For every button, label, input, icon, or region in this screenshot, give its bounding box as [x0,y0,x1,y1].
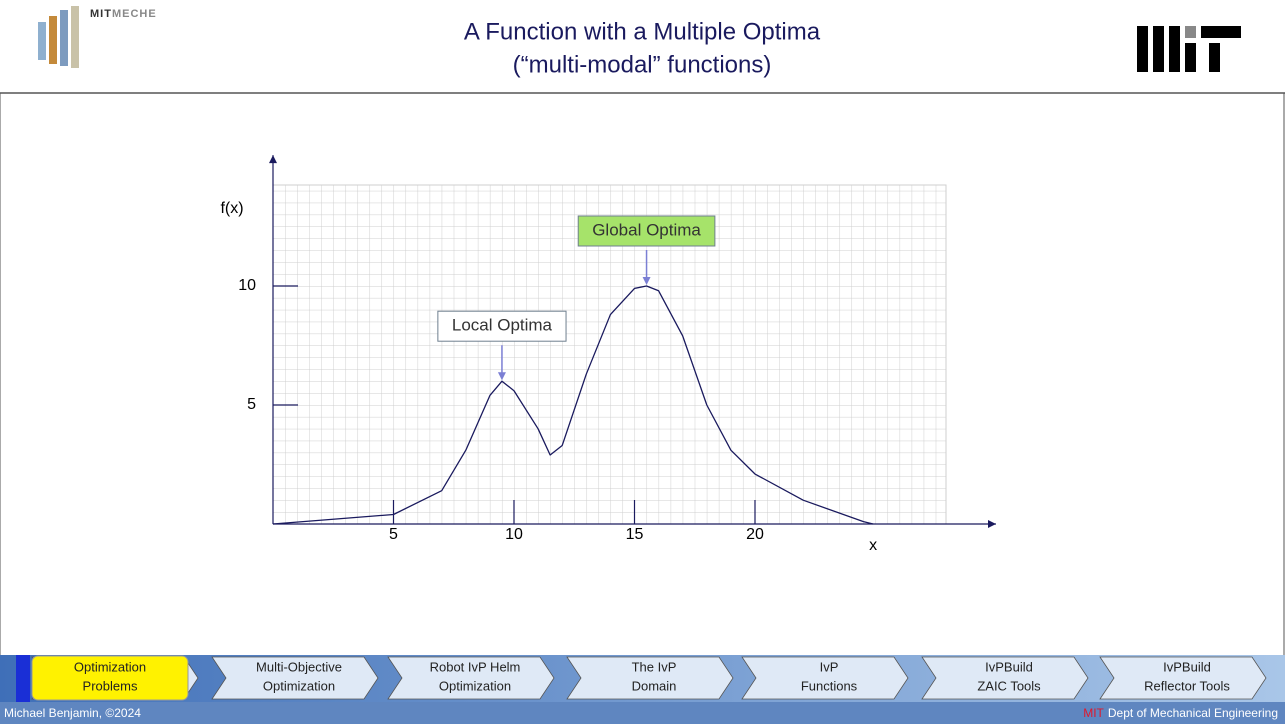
nav-label: IvPBuild [985,659,1033,674]
footer-dept: Dept of Mechanical Engineering [1108,706,1278,720]
nav-label: IvP [820,659,839,674]
nav-label: Problems [83,678,138,693]
nav-label: Reflector Tools [1144,678,1230,693]
x-tick-label: 20 [746,526,764,543]
nav-item[interactable]: Optimization Problems [32,656,198,700]
slide: MITMECHE A Function with a Multiple Opti… [0,0,1285,724]
y-tick-label: 10 [238,277,256,294]
nav-label: IvPBuild [1163,659,1211,674]
logo-text: MITMECHE [90,8,157,20]
nav-label: Optimization [439,678,511,693]
x-tick-label: 15 [626,526,644,543]
logo: MITMECHE [38,6,157,68]
nav-label: The IvP [632,659,677,674]
nav-label: Functions [801,678,858,693]
nav-item[interactable]: IvPBuild Reflector Tools [1100,657,1266,699]
nav-item[interactable]: Robot IvP Helm Optimization [388,657,554,699]
x-tick-label: 5 [389,526,398,543]
annotation-text: Global Optima [592,220,701,239]
nav-marker [16,655,30,702]
y-tick-label: 5 [247,396,256,413]
title-line: (“multi-modal” functions) [513,51,772,78]
title-line: A Function with a Multiple Optima [464,18,821,45]
nav-item[interactable]: IvPBuild ZAIC Tools [922,657,1088,699]
logo-mit: MIT [90,8,112,20]
footer-author: Michael Benjamin, ©2024 [4,706,141,720]
nav-label: ZAIC Tools [977,678,1041,693]
logo-meche: MECHE [112,8,157,20]
nav-item[interactable]: IvP Functions [742,657,908,699]
x-tick-label: 10 [505,526,523,543]
annotation-text: Local Optima [452,316,553,335]
x-axis-arrow [988,520,996,528]
y-axis-arrow [269,155,277,163]
x-axis-label: x [869,537,877,554]
nav-item[interactable]: Multi-Objective Optimization [212,657,378,699]
nav-label: Optimization [74,659,146,674]
footer-org: MIT Dept of Mechanical Engineering [1083,706,1278,720]
nav-label: Robot IvP Helm [430,659,521,674]
mit-logo [1137,26,1241,72]
page: MITMECHE A Function with a Multiple Opti… [0,0,1285,724]
nav-label: Optimization [263,678,335,693]
nav-item[interactable]: The IvP Domain [567,657,733,699]
nav-label: Multi-Objective [256,659,342,674]
footer-mit: MIT [1083,706,1104,720]
y-axis-label: f(x) [220,200,243,217]
nav-label: Domain [632,678,677,693]
